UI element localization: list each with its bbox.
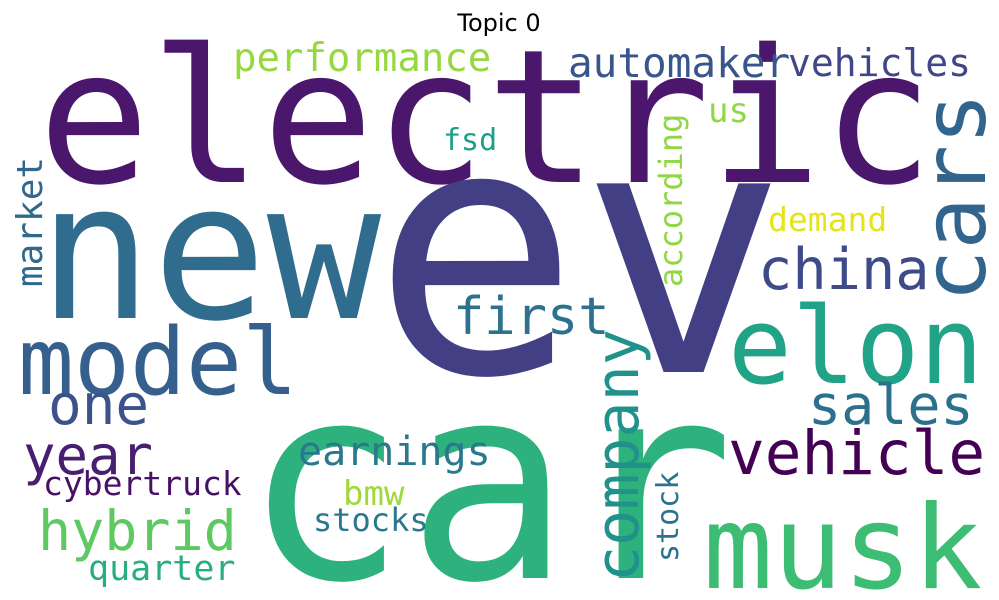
word: cybertruck [43, 464, 242, 503]
word: car [243, 327, 734, 600]
word: vehicle [728, 418, 985, 489]
word: vehicles [788, 41, 971, 85]
word: cars [904, 92, 999, 302]
word: musk [703, 481, 982, 600]
word: bmw [343, 474, 405, 514]
word: company [583, 329, 653, 582]
word: ev [372, 53, 787, 454]
word: demand [768, 200, 887, 239]
chart-title: Topic 0 [456, 9, 540, 37]
word: sales [808, 373, 974, 437]
word: stock [651, 472, 686, 562]
word: market [10, 157, 51, 287]
word: fsd [443, 123, 497, 158]
word: us [708, 91, 749, 131]
word: stocks [313, 501, 429, 539]
word: first [453, 287, 610, 347]
word: automaker [568, 39, 790, 87]
word: new [38, 142, 382, 363]
word: performance [233, 36, 491, 81]
word: earnings [298, 429, 491, 475]
word: quarter [88, 549, 236, 589]
word: electric [38, 9, 934, 226]
word: china [758, 237, 930, 303]
word: one [48, 373, 149, 438]
word: hybrid [38, 499, 237, 563]
word: according [652, 114, 690, 287]
word: elon [728, 285, 983, 408]
word: year [23, 424, 153, 487]
word: model [18, 308, 298, 416]
